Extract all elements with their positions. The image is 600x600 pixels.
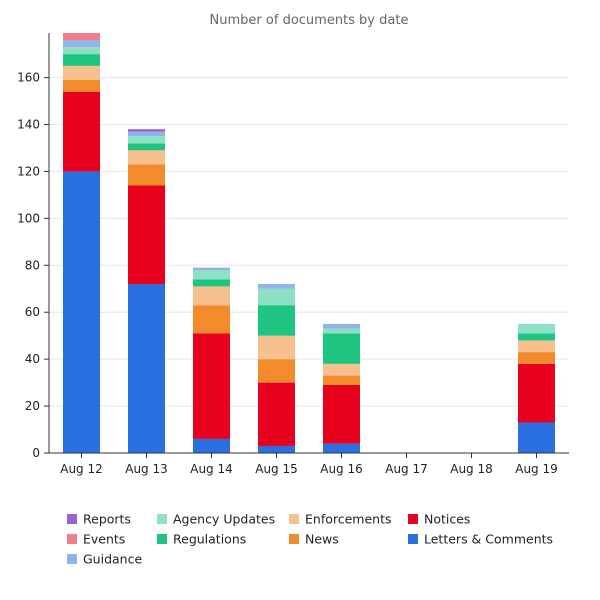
bar-segment [128,143,165,151]
y-tick-label: 140 [17,118,40,132]
x-tick-label: Aug 13 [125,462,168,476]
y-tick-label: 160 [17,71,40,85]
bar-segment [193,305,230,334]
bar-segment [128,164,165,186]
x-tick-label: Aug 18 [450,462,493,476]
legend-swatch [157,514,167,524]
legend-label: Notices [424,512,470,527]
grid-lines [49,77,569,407]
bar-segment [128,131,165,137]
y-tick-label: 80 [25,258,40,272]
bar-segment [323,323,360,329]
bar-segment [518,340,555,353]
legend-swatch [157,534,167,544]
legend-item[interactable]: Regulations [157,532,246,547]
legend-label: Reports [83,512,131,527]
legend: Reports Agency Updates Enforcements Notices… [67,512,553,567]
legend-swatch [289,514,299,524]
y-tick-label: 0 [32,446,40,460]
x-tick-label: Aug 12 [60,462,103,476]
legend-item[interactable]: Notices [408,512,470,527]
x-tick-label: Aug 14 [190,462,233,476]
bar-segment [128,284,165,453]
bar-segment [258,284,295,289]
legend-item[interactable]: Letters & Comments [408,532,553,547]
y-tick-label: 60 [25,305,40,319]
x-tick-label: Aug 19 [515,462,558,476]
bar-segment [63,33,100,41]
bar-segment [258,359,295,383]
y-tick-label: 20 [25,399,40,413]
legend-label: News [305,532,339,547]
legend-swatch [67,514,77,524]
bar-segment [193,267,230,270]
bar-segment [63,91,100,172]
bar-segment [63,79,100,92]
y-tick-label: 100 [17,211,40,225]
bar-segment [63,54,100,66]
bar-segment [518,323,555,334]
legend-label: Letters & Comments [424,532,553,547]
y-tick-label: 120 [17,164,40,178]
legend-item[interactable]: Agency Updates [157,512,275,527]
bar-segment [323,384,360,444]
bar-segment [258,335,295,360]
y-tick-label: 40 [25,352,40,366]
bar-segment [128,136,165,144]
bar-segment [128,150,165,165]
bars [63,33,555,453]
bar-segment [193,269,230,280]
legend-swatch [67,554,77,564]
bar-segment [193,286,230,306]
bar-segment [518,352,555,364]
bar-segment [193,279,230,287]
legend-label: Guidance [83,552,142,567]
bar-segment [323,363,360,376]
bar-segment [128,129,165,132]
legend-label: Events [83,532,125,547]
bar-segment [323,443,360,453]
bar-segment [258,288,295,306]
bar-segment [323,328,360,334]
legend-swatch [67,534,77,544]
legend-swatch [408,534,418,544]
legend-item[interactable]: Enforcements [289,512,392,527]
axes: 0 20 40 60 80 100 120 140 160 Aug 12 Aug 13 Aug 14 A… [17,33,569,476]
chart-title: Number of documents by date [210,13,409,28]
bar-segment [258,445,295,453]
bar-segment [193,333,230,439]
legend-item[interactable]: Events [67,532,125,547]
bar-segment [128,185,165,285]
legend-swatch [408,514,418,524]
bar-segment [63,65,100,80]
legend-label: Agency Updates [173,512,275,527]
bar-segment [258,305,295,336]
legend-swatch [289,534,299,544]
bar-segment [518,363,555,423]
legend-item[interactable]: News [289,532,339,547]
bar-segment [258,382,295,446]
bar-segment [323,333,360,364]
bar-segment [63,40,100,48]
bar-segment [323,375,360,385]
bar-segment [63,47,100,55]
legend-item[interactable]: Guidance [67,552,142,567]
x-tick-label: Aug 15 [255,462,298,476]
legend-label: Regulations [173,532,246,547]
x-tick-label: Aug 17 [385,462,428,476]
bar-segment [63,171,100,453]
bar-segment [193,438,230,453]
legend-label: Enforcements [305,512,392,527]
x-tick-label: Aug 16 [320,462,363,476]
legend-item[interactable]: Reports [67,512,131,527]
bar-segment [518,422,555,453]
bar-segment [518,333,555,341]
